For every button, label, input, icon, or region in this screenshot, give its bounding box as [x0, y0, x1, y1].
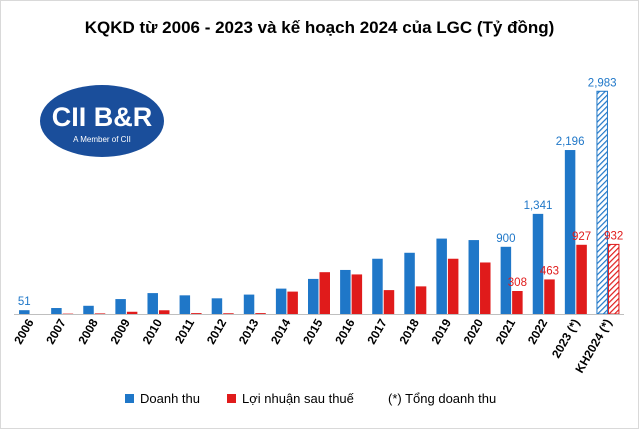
revenue-bar-2009 [115, 299, 126, 314]
profit-bar-2021 [512, 291, 523, 314]
logo-brand-text: CII B&R [52, 102, 153, 132]
x-tick-label: 2014 [268, 316, 294, 346]
revenue-data-label: 2,196 [556, 136, 585, 148]
revenue-data-label: 51 [18, 296, 31, 308]
legend-profit: Lợi nhuận sau thuế [227, 391, 354, 406]
legend-revenue: Doanh thu [125, 391, 200, 406]
revenue-bar-2010 [147, 293, 158, 314]
profit-bar-2010 [158, 310, 170, 314]
x-tick-label: 2011 [172, 316, 197, 346]
revenue-bar-2021 [500, 246, 512, 314]
revenue-bar-2018 [404, 252, 415, 314]
x-tick-label: 2012 [204, 316, 230, 346]
logo-tagline: A Member of CII [73, 135, 131, 144]
x-tick-label: 2007 [43, 316, 69, 346]
x-tick-label: 2021 [493, 316, 519, 346]
profit-data-label: 463 [540, 265, 559, 277]
legend-revenue-swatch [125, 394, 134, 403]
legend-note-label: (*) Tổng doanh thu [388, 391, 497, 406]
legend-note: (*) Tổng doanh thu [388, 391, 496, 406]
revenue-bar-2012 [211, 298, 223, 314]
revenue-data-label: 1,341 [524, 200, 553, 212]
x-tick-label: 2013 [236, 316, 262, 346]
revenue-data-label: 900 [496, 233, 515, 245]
x-tick-label: 2009 [107, 316, 133, 346]
profit-bar-2009 [126, 311, 138, 314]
profit-bar-2008 [94, 313, 106, 314]
profit-data-label: 308 [508, 277, 527, 289]
x-tick-label: 2006 [11, 316, 37, 346]
profit-bar-2011 [191, 313, 202, 314]
profit-data-label: 932 [604, 230, 623, 242]
revenue-bar-2023 [564, 150, 576, 314]
profit-bar-2012 [223, 313, 234, 314]
chart-title: KQKD từ 2006 - 2023 và kế hoạch 2024 của… [84, 18, 555, 37]
revenue-bar-2016 [340, 269, 351, 314]
revenue-bar-2020 [468, 240, 480, 314]
profit-bar-2019 [447, 258, 459, 314]
profit-bar-2013 [255, 313, 266, 314]
x-tick-label: 2022 [525, 316, 551, 346]
x-tick-label: 2019 [429, 316, 455, 346]
profit-bar-2020 [480, 262, 491, 314]
legend-profit-swatch [227, 394, 236, 403]
logo-background [40, 85, 164, 157]
legend-profit-label: Lợi nhuận sau thuế [242, 391, 354, 406]
profit-bar-kh2024 [607, 243, 620, 315]
profit-bar-2014 [287, 291, 298, 314]
revenue-bar-2011 [179, 295, 191, 314]
revenue-bar-2013 [243, 294, 255, 314]
revenue-data-label: 2,983 [588, 77, 617, 89]
profit-bar-2022 [544, 279, 555, 314]
profit-bar-2016 [351, 274, 363, 314]
revenue-bar-2007 [51, 308, 62, 314]
revenue-bar-2017 [372, 258, 383, 314]
revenue-bar-kh2024 [596, 90, 608, 315]
revenue-bar-2008 [83, 305, 94, 314]
x-tick-label: 2017 [364, 316, 390, 346]
revenue-bar-2014 [275, 288, 287, 314]
revenue-bar-2006 [19, 310, 30, 314]
x-tick-label: 2018 [396, 316, 422, 346]
profit-data-label: 927 [572, 231, 591, 243]
profit-bar-2018 [415, 286, 427, 314]
x-tick-label: 2020 [461, 316, 487, 346]
profit-bar-2023 [576, 244, 587, 314]
revenue-bar-2022 [532, 213, 544, 314]
legend-revenue-label: Doanh thu [140, 391, 200, 406]
profit-bar-2017 [383, 290, 395, 314]
x-tick-label: 2016 [332, 316, 358, 346]
revenue-bar-2015 [308, 278, 319, 314]
cii-br-logo: CII B&R A Member of CII [40, 85, 164, 157]
profit-bar-2015 [319, 272, 330, 314]
revenue-bar-2019 [436, 238, 447, 314]
x-tick-label: 2023 (*) [549, 317, 582, 361]
x-tick-label: 2015 [300, 316, 326, 346]
x-tick-label: 2010 [140, 316, 166, 346]
x-tick-label: 2008 [75, 316, 101, 346]
